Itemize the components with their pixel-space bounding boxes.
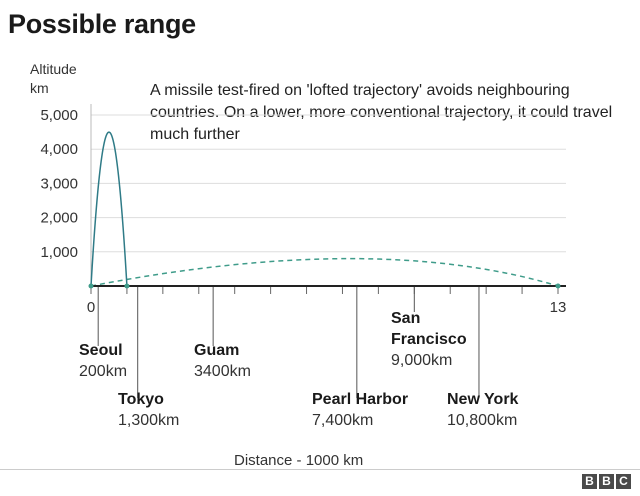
trajectory-endpoint-marker (555, 283, 561, 289)
logo-letter: B (582, 474, 597, 489)
city-label-tokyo: Tokyo 1,300km (118, 389, 179, 431)
lofted-trajectory-line (90, 131, 128, 287)
footer-divider (0, 469, 640, 470)
trajectory-endpoint-marker (88, 283, 94, 289)
chart-annotation: A missile test-fired on 'lofted trajecto… (150, 82, 613, 143)
x-tick-label: 0 (87, 299, 95, 316)
chart-title: Possible range (8, 9, 196, 39)
y-tick-label: 2,000 (40, 210, 78, 227)
city-name: San Francisco (391, 310, 467, 348)
y-axis-label: Altitude km (30, 61, 77, 96)
city-label-pearl-harbor: Pearl Harbor 7,400km (312, 389, 408, 431)
city-distance: 9,000km (391, 352, 453, 369)
logo-letter: C (616, 474, 631, 489)
conventional-trajectory-line (90, 257, 559, 287)
logo-letter: B (599, 474, 614, 489)
y-tick-label: 5,000 (40, 107, 78, 124)
bbc-logo: B B C (582, 474, 631, 489)
y-tick-label: 4,000 (40, 141, 78, 158)
range-chart: 1,000 2,000 3,000 4,000 5,000 0 13 (40, 104, 567, 398)
city-label-new-york: New York 10,800km (447, 389, 518, 431)
city-name: New York (447, 391, 519, 408)
city-label-seoul: Seoul 200km (79, 340, 127, 382)
city-distance: 3400km (194, 363, 251, 380)
city-distance: 200km (79, 363, 128, 380)
city-distance: 10,800km (447, 412, 518, 429)
trajectory-endpoint-marker (124, 283, 130, 289)
city-name: Pearl Harbor (312, 391, 409, 408)
x-axis-label: Distance - 1000 km (234, 452, 364, 469)
x-tick-label: 13 (550, 299, 567, 316)
city-name: Seoul (79, 342, 123, 359)
city-name: Guam (194, 342, 240, 359)
y-tick-label: 1,000 (40, 244, 78, 261)
city-distance: 7,400km (312, 412, 374, 429)
y-tick-label: 3,000 (40, 175, 78, 192)
city-label-san-francisco: San Francisco 9,000km (391, 308, 491, 371)
city-label-guam: Guam 3400km (194, 340, 251, 382)
city-name: Tokyo (118, 391, 164, 408)
city-distance: 1,300km (118, 412, 180, 429)
